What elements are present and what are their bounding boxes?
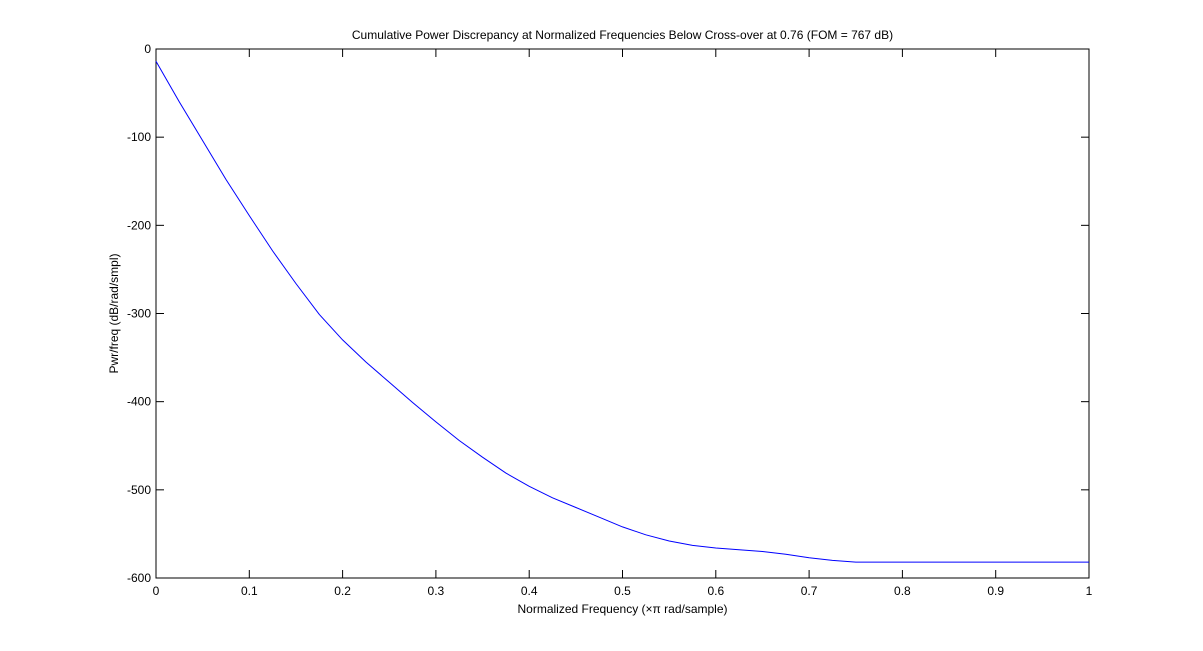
x-tick-label: 0.1 [241,584,258,598]
y-tick-label: -400 [127,395,151,409]
y-tick-label: -100 [127,130,151,144]
y-tick-label: 0 [144,42,151,56]
y-axis-label: Pwr/freq (dB/rad/smpl) [107,253,121,373]
x-tick-label: 0.3 [428,584,445,598]
x-tick-label: 0.7 [801,584,818,598]
x-axis-label: Normalized Frequency (×π rad/sample) [517,602,727,616]
y-tick-label: -200 [127,218,151,232]
x-tick-label: 1 [1086,584,1093,598]
x-tick-label: 0.9 [987,584,1004,598]
x-tick-label: 0.4 [521,584,538,598]
y-tick-label: -500 [127,483,151,497]
data-line-series [155,61,1089,563]
chart-title: Cumulative Power Discrepancy at Normaliz… [352,28,893,42]
y-tick-label: -600 [127,571,151,585]
axes-box [155,48,1090,579]
ticks-layer: 0 0.1 0.2 0.3 0.4 0.5 0.6 0.7 0.8 0.9 1 0 -100 -200 -3… [127,42,1093,598]
x-tick-label: 0 [153,584,160,598]
y-tick-label: -300 [127,307,151,321]
x-tick-label: 0.8 [894,584,911,598]
x-tick-label: 0.6 [707,584,724,598]
x-tick-label: 0.2 [334,584,351,598]
x-tick-label: 0.5 [614,584,631,598]
